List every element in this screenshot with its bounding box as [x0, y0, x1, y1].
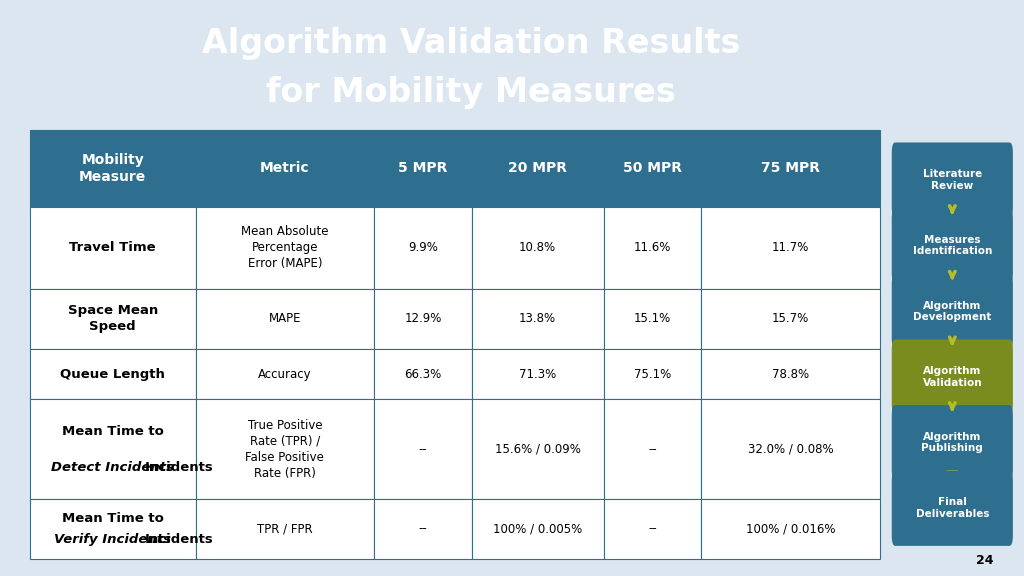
Text: Algorithm Validation Results: Algorithm Validation Results — [202, 27, 740, 60]
Text: MAPE: MAPE — [268, 312, 301, 325]
Text: TPR / FPR: TPR / FPR — [257, 522, 312, 535]
FancyArrow shape — [934, 471, 971, 480]
Text: Mean Time to: Mean Time to — [61, 425, 164, 438]
Text: 11.7%: 11.7% — [772, 241, 809, 255]
Text: Queue Length: Queue Length — [60, 367, 165, 381]
FancyBboxPatch shape — [892, 142, 1013, 218]
Text: 32.0% / 0.08%: 32.0% / 0.08% — [748, 443, 834, 456]
Bar — [472, 400, 603, 499]
Text: 5 MPR: 5 MPR — [398, 161, 447, 175]
Bar — [603, 348, 701, 400]
Bar — [701, 130, 880, 207]
Text: Algorithm
Validation: Algorithm Validation — [923, 366, 982, 388]
Text: --: -- — [419, 443, 427, 456]
Text: Mean Time to: Mean Time to — [61, 511, 164, 525]
Bar — [472, 499, 603, 559]
Text: Detect Incidents: Detect Incidents — [51, 461, 174, 473]
Bar — [603, 207, 701, 289]
Text: Mean Absolute
Percentage
Error (MAPE): Mean Absolute Percentage Error (MAPE) — [241, 225, 329, 271]
FancyBboxPatch shape — [892, 405, 1013, 480]
Text: 78.8%: 78.8% — [772, 367, 809, 381]
Bar — [603, 400, 701, 499]
Text: Metric: Metric — [260, 161, 309, 175]
Bar — [603, 499, 701, 559]
Text: 66.3%: 66.3% — [404, 367, 441, 381]
Bar — [603, 289, 701, 348]
Text: Incidents: Incidents — [144, 461, 213, 473]
Bar — [196, 499, 374, 559]
Bar — [701, 289, 880, 348]
Bar — [374, 289, 472, 348]
Text: 10.8%: 10.8% — [519, 241, 556, 255]
Text: --: -- — [419, 522, 427, 535]
Text: Travel Time: Travel Time — [70, 241, 156, 255]
Bar — [374, 207, 472, 289]
Bar — [472, 348, 603, 400]
FancyBboxPatch shape — [892, 208, 1013, 283]
Bar — [196, 130, 374, 207]
Bar — [472, 207, 603, 289]
Text: 15.1%: 15.1% — [634, 312, 671, 325]
Text: --: -- — [648, 522, 656, 535]
Text: Accuracy: Accuracy — [258, 367, 311, 381]
Bar — [30, 348, 196, 400]
Bar — [374, 130, 472, 207]
Text: 12.9%: 12.9% — [404, 312, 441, 325]
Text: Mobility
Measure: Mobility Measure — [79, 153, 146, 184]
Text: 50 MPR: 50 MPR — [623, 161, 682, 175]
Text: 71.3%: 71.3% — [519, 367, 556, 381]
Text: Final
Deliverables: Final Deliverables — [915, 498, 989, 519]
Bar — [30, 289, 196, 348]
Text: Space Mean
Speed: Space Mean Speed — [68, 304, 158, 334]
Text: --: -- — [648, 443, 656, 456]
Text: Algorithm
Development: Algorithm Development — [913, 301, 991, 322]
Text: 13.8%: 13.8% — [519, 312, 556, 325]
Text: for Mobility Measures: for Mobility Measures — [266, 77, 676, 109]
FancyBboxPatch shape — [892, 471, 1013, 546]
Bar — [701, 400, 880, 499]
Text: 75.1%: 75.1% — [634, 367, 671, 381]
Bar — [196, 207, 374, 289]
Bar — [472, 289, 603, 348]
Text: 15.6% / 0.09%: 15.6% / 0.09% — [495, 443, 581, 456]
Bar — [701, 207, 880, 289]
Text: 9.9%: 9.9% — [408, 241, 438, 255]
Bar — [374, 348, 472, 400]
Text: Incidents: Incidents — [144, 533, 213, 546]
Text: True Positive
Rate (TPR) /
False Positive
Rate (FPR): True Positive Rate (TPR) / False Positiv… — [246, 419, 325, 480]
Bar — [30, 499, 196, 559]
Bar — [196, 348, 374, 400]
Text: Measures
Identification: Measures Identification — [912, 235, 992, 256]
FancyBboxPatch shape — [892, 339, 1013, 415]
Text: Verify Incidents: Verify Incidents — [54, 533, 171, 546]
Text: Algorithm
Publishing: Algorithm Publishing — [922, 432, 983, 453]
Text: 75 MPR: 75 MPR — [761, 161, 820, 175]
Text: 100% / 0.005%: 100% / 0.005% — [493, 522, 583, 535]
Bar — [30, 207, 196, 289]
Text: Literature
Review: Literature Review — [923, 169, 982, 191]
Bar — [701, 499, 880, 559]
Text: 100% / 0.016%: 100% / 0.016% — [745, 522, 836, 535]
Bar — [472, 130, 603, 207]
Bar — [196, 289, 374, 348]
Bar — [374, 499, 472, 559]
Bar — [374, 400, 472, 499]
Text: 11.6%: 11.6% — [634, 241, 671, 255]
Text: 24: 24 — [976, 554, 993, 567]
FancyBboxPatch shape — [892, 274, 1013, 349]
Bar — [30, 400, 196, 499]
Text: 20 MPR: 20 MPR — [508, 161, 567, 175]
Bar — [701, 348, 880, 400]
Bar — [196, 400, 374, 499]
Bar — [30, 130, 196, 207]
Text: 15.7%: 15.7% — [772, 312, 809, 325]
Bar — [603, 130, 701, 207]
